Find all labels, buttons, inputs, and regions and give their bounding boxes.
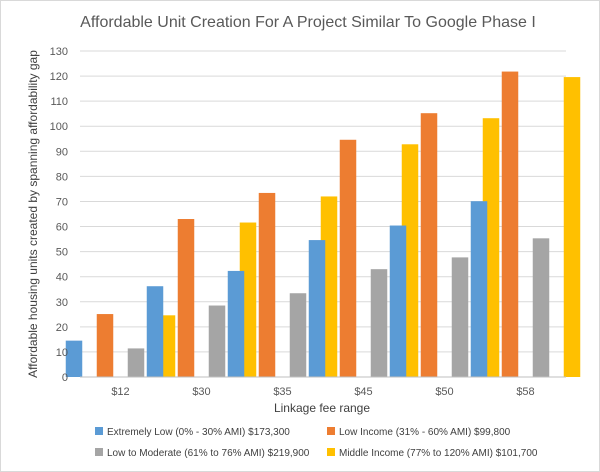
bar-12-series-2 — [96, 314, 114, 377]
legend-label: Low Income (31% - 60% AMI) $99,800 — [339, 427, 511, 438]
legend-swatch — [95, 427, 103, 435]
y-tick-label: 120 — [50, 71, 68, 83]
y-tick-label: 30 — [56, 297, 68, 309]
y-tick-label: 130 — [50, 46, 68, 58]
bar-30-series-3 — [208, 305, 226, 377]
legend-swatch — [95, 448, 103, 456]
bars — [65, 71, 581, 378]
chart-title: Affordable Unit Creation For A Project S… — [80, 14, 536, 31]
legend-swatch — [327, 448, 335, 456]
bar-30-series-1 — [146, 286, 164, 377]
y-tick-label: 40 — [56, 272, 68, 284]
legend: Extremely Low (0% - 30% AMI) $173,300 Low… — [95, 427, 538, 459]
bar-35-series-1 — [227, 270, 245, 377]
y-tick-label: 50 — [56, 247, 68, 259]
bar-12-series-3 — [127, 348, 145, 377]
y-tick-label: 100 — [50, 121, 68, 133]
bar-12-series-1 — [65, 340, 83, 377]
y-tick-labels: 0 10 20 30 40 50 60 70 80 90 100 110 120 130 — [50, 46, 68, 384]
x-tick-label: $58 — [516, 386, 534, 398]
y-tick-label: 20 — [56, 322, 68, 334]
x-tick-labels: $12 $30 $35 $45 $50 $58 — [111, 386, 534, 398]
x-axis-label: Linkage fee range — [274, 401, 370, 415]
y-tick-label: 70 — [56, 196, 68, 208]
y-tick-label: 0 — [62, 372, 68, 384]
bar-58-series-4 — [563, 77, 581, 377]
bar-58-series-3 — [532, 238, 550, 377]
bar-45-series-2 — [339, 139, 357, 377]
bar-35-series-2 — [258, 192, 276, 377]
bar-58-series-2 — [501, 71, 519, 377]
legend-label: Low to Moderate (61% to 76% AMI) $219,90… — [107, 448, 310, 459]
y-tick-label: 110 — [50, 96, 68, 108]
y-tick-label: 80 — [56, 171, 68, 183]
legend-label: Extremely Low (0% - 30% AMI) $173,300 — [107, 427, 290, 438]
x-tick-label: $45 — [354, 386, 372, 398]
bar-45-series-1 — [308, 240, 326, 377]
bar-45-series-3 — [370, 269, 388, 377]
bar-50-series-2 — [420, 113, 438, 378]
y-axis-label: Affordable housing units created by span… — [26, 50, 40, 378]
y-tick-label: 60 — [56, 222, 68, 234]
bar-35-series-3 — [289, 293, 307, 377]
y-tick-label: 90 — [56, 146, 68, 158]
bar-50-series-1 — [389, 225, 407, 377]
bar-58-series-1 — [470, 201, 488, 377]
y-tick-label: 10 — [56, 347, 68, 359]
bar-50-series-3 — [451, 257, 469, 377]
x-tick-label: $30 — [192, 386, 210, 398]
legend-label: Middle Income (77% to 120% AMI) $101,700 — [339, 448, 538, 459]
x-tick-label: $50 — [435, 386, 453, 398]
bar-30-series-2 — [177, 219, 195, 377]
x-tick-label: $12 — [111, 386, 129, 398]
x-tick-label: $35 — [273, 386, 291, 398]
legend-swatch — [327, 427, 335, 435]
